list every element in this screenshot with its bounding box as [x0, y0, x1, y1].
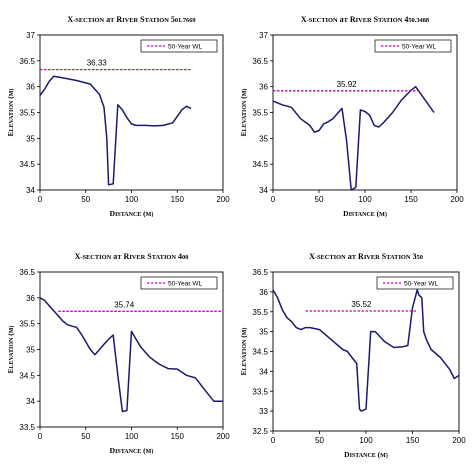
y-tick-label: 36.5 [19, 57, 35, 66]
water-level-value: 35.74 [114, 300, 135, 309]
cross-section-line [39, 297, 223, 413]
y-tick-label: 33.5 [19, 423, 35, 432]
y-tick-label: 37 [259, 31, 268, 40]
chart-panel-3: X-SECTION aT RIVER STATION 400 33.5 34 34.5… [6, 252, 230, 455]
legend-box [374, 39, 452, 53]
x-tick-label: 150 [171, 432, 185, 441]
x-tick-label: 0 [38, 195, 43, 204]
y-tick-label: 32.5 [252, 427, 268, 436]
y-axis-title: ELEVATION (M) [6, 326, 15, 374]
y-tick-label: 35.5 [252, 109, 268, 118]
y-tick-label: 34.5 [252, 160, 268, 169]
y-tick-label: 36 [259, 83, 268, 92]
y-tick-label: 36.5 [252, 268, 268, 277]
x-tick-label: 150 [404, 195, 418, 204]
x-tick-label: 200 [450, 195, 464, 204]
x-tick-label: 200 [216, 432, 230, 441]
x-tick-label: 100 [125, 432, 139, 441]
x-tick-label: 0 [38, 432, 43, 441]
cross-section-line [272, 289, 460, 412]
plot-frame [39, 271, 224, 428]
y-tick-label: 34.5 [19, 160, 35, 169]
x-tick-label: 100 [125, 195, 139, 204]
x-tick-label: 50 [81, 195, 90, 204]
legend-label: 50-Year WL [168, 44, 202, 51]
x-tick-label: 150 [171, 195, 185, 204]
y-tick-label: 35 [259, 328, 268, 337]
legend-label: 50-Year WL [168, 281, 202, 288]
x-tick-label: 200 [452, 436, 466, 445]
y-tick-label: 36 [26, 294, 35, 303]
x-axis-title: DISTANCE (M) [344, 450, 388, 459]
y-tick-label: 36.5 [252, 57, 268, 66]
x-tick-label: 100 [358, 195, 372, 204]
y-tick-label: 34 [26, 186, 35, 195]
x-tick-label: 50 [315, 436, 324, 445]
chart-title: X-SECTION aT RIVER STATION 450.3488 [301, 15, 429, 24]
y-tick-label: 35 [26, 134, 35, 143]
legend-box [376, 276, 454, 290]
cross-section-line [272, 85, 435, 191]
y-tick-label: 34 [259, 367, 268, 376]
x-tick-label: 200 [216, 195, 230, 204]
water-level-value: 36.33 [87, 59, 108, 68]
y-tick-label: 35.5 [252, 308, 268, 317]
y-tick-label: 34.5 [19, 371, 35, 380]
x-tick-label: 0 [271, 195, 276, 204]
plot-frame [272, 34, 458, 191]
y-tick-label: 35.5 [19, 320, 35, 329]
x-tick-label: 150 [406, 436, 420, 445]
plot-frame [39, 34, 224, 191]
legend-label: 50-Year WL [404, 281, 438, 288]
y-tick-label: 35.5 [19, 109, 35, 118]
x-axis-title: DISTANCE (M) [110, 209, 154, 218]
y-tick-label: 33.5 [252, 387, 268, 396]
legend-box [140, 39, 218, 53]
cross-section-line [39, 75, 192, 186]
y-tick-label: 36 [259, 288, 268, 297]
y-axis-title: ELEVATION (M) [239, 89, 248, 137]
chart-title: X-SECTION aT RIVER STATION 501.7669 [67, 15, 195, 24]
chart-panel-4: X-SECTION aT RIVER STATION 350 32.5 33 33.5… [239, 252, 466, 459]
y-tick-label: 34 [26, 397, 35, 406]
chart-panel-1: X-SECTION aT RIVER STATION 501.7669 34 34.… [6, 15, 230, 218]
x-tick-label: 50 [315, 195, 324, 204]
water-level-value: 35.52 [351, 300, 372, 309]
y-tick-label: 35 [259, 134, 268, 143]
chart-panel-2: X-SECTION aT RIVER STATION 450.3488 34 34.… [239, 15, 464, 218]
x-tick-label: 0 [271, 436, 276, 445]
legend-box [140, 276, 218, 290]
x-axis-title: DISTANCE (M) [110, 446, 154, 455]
y-tick-label: 34 [259, 186, 268, 195]
x-tick-label: 50 [81, 432, 90, 441]
y-axis-title: ELEVATION (M) [6, 89, 15, 137]
legend-label: 50-Year WL [402, 44, 436, 51]
y-tick-label: 36.5 [19, 268, 35, 277]
water-level-value: 35.92 [337, 80, 358, 89]
chart-title: X-SECTION aT RIVER STATION 350 [309, 252, 423, 261]
y-tick-label: 34.5 [252, 348, 268, 357]
y-tick-label: 37 [26, 31, 35, 40]
y-tick-label: 35 [26, 346, 35, 355]
y-tick-label: 36 [26, 83, 35, 92]
y-tick-label: 33 [259, 407, 268, 416]
y-axis-title: ELEVATION (M) [239, 328, 248, 376]
x-tick-label: 100 [359, 436, 373, 445]
chart-title: X-SECTION aT RIVER STATION 400 [75, 252, 189, 261]
x-axis-title: DISTANCE (M) [343, 209, 387, 218]
